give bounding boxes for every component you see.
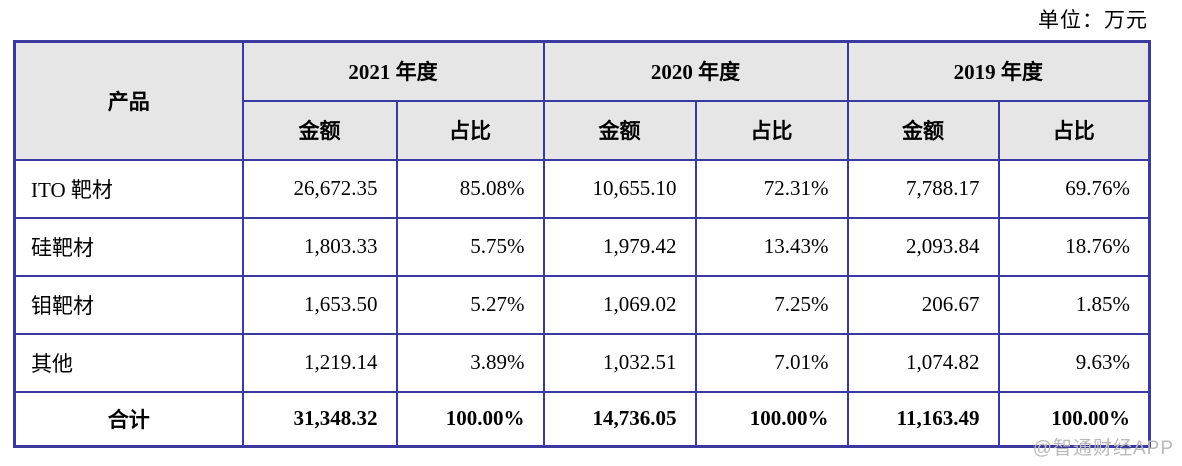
ratio-header-2020: 占比 bbox=[694, 99, 849, 161]
amount-2020: 10,655.10 bbox=[542, 158, 697, 219]
table-row-others: 其他 1,219.14 3.89% 1,032.51 7.01% 1,074.8… bbox=[13, 332, 1151, 393]
ratio-2021: 3.89% bbox=[395, 332, 545, 393]
product-name: ITO 靶材 bbox=[13, 158, 244, 219]
product-column-header: 产品 bbox=[13, 40, 244, 161]
ratio-2021: 5.27% bbox=[395, 274, 545, 335]
year-header-2019: 2019 年度 bbox=[846, 40, 1151, 102]
total-ratio-2021: 100.00% bbox=[395, 390, 545, 448]
unit-label: 单位：万元 bbox=[1038, 8, 1148, 32]
amount-2021: 1,803.33 bbox=[241, 216, 398, 277]
amount-2019: 2,093.84 bbox=[846, 216, 1000, 277]
amount-2021: 1,653.50 bbox=[241, 274, 398, 335]
amount-header-2020: 金额 bbox=[542, 99, 697, 161]
year-header-2021: 2021 年度 bbox=[241, 40, 545, 102]
ratio-header-2021: 占比 bbox=[395, 99, 545, 161]
table-row-ito: ITO 靶材 26,672.35 85.08% 10,655.10 72.31%… bbox=[13, 158, 1151, 219]
table-row-molybdenum: 钼靶材 1,653.50 5.27% 1,069.02 7.25% 206.67… bbox=[13, 274, 1151, 335]
ratio-header-2019: 占比 bbox=[997, 99, 1151, 161]
product-name: 硅靶材 bbox=[13, 216, 244, 277]
product-name: 其他 bbox=[13, 332, 244, 393]
total-amount-2019: 11,163.49 bbox=[846, 390, 1000, 448]
header-row-subcolumns: 金额 占比 金额 占比 金额 占比 bbox=[15, 99, 1151, 161]
table-row-total: 合计 31,348.32 100.00% 14,736.05 100.00% 1… bbox=[13, 390, 1151, 448]
ratio-2020: 7.01% bbox=[694, 332, 849, 393]
amount-2019: 7,788.17 bbox=[846, 158, 1000, 219]
amount-2019: 1,074.82 bbox=[846, 332, 1000, 393]
amount-2020: 1,032.51 bbox=[542, 332, 697, 393]
ratio-2021: 85.08% bbox=[395, 158, 545, 219]
amount-2019: 206.67 bbox=[846, 274, 1000, 335]
watermark-label: @智通财经APP bbox=[1032, 438, 1174, 459]
ratio-2019: 9.63% bbox=[997, 332, 1151, 393]
total-amount-2021: 31,348.32 bbox=[241, 390, 398, 448]
amount-2021: 26,672.35 bbox=[241, 158, 398, 219]
table-row-silicon: 硅靶材 1,803.33 5.75% 1,979.42 13.43% 2,093… bbox=[13, 216, 1151, 277]
ratio-2019: 69.76% bbox=[997, 158, 1151, 219]
product-name: 钼靶材 bbox=[13, 274, 244, 335]
amount-2020: 1,069.02 bbox=[542, 274, 697, 335]
total-ratio-2020: 100.00% bbox=[694, 390, 849, 448]
ratio-2021: 5.75% bbox=[395, 216, 545, 277]
ratio-2020: 7.25% bbox=[694, 274, 849, 335]
total-amount-2020: 14,736.05 bbox=[542, 390, 697, 448]
ratio-2020: 13.43% bbox=[694, 216, 849, 277]
ratio-2020: 72.31% bbox=[694, 158, 849, 219]
ratio-2019: 18.76% bbox=[997, 216, 1151, 277]
revenue-by-product-table: 产品 2021 年度 2020 年度 2019 年度 金额 占比 金额 占比 金… bbox=[13, 40, 1151, 448]
total-label: 合计 bbox=[13, 390, 244, 448]
total-ratio-2019: 100.00% bbox=[997, 390, 1151, 448]
header-row-years: 产品 2021 年度 2020 年度 2019 年度 bbox=[13, 40, 1151, 161]
amount-header-2021: 金额 bbox=[241, 99, 398, 161]
amount-2021: 1,219.14 bbox=[241, 332, 398, 393]
amount-2020: 1,979.42 bbox=[542, 216, 697, 277]
amount-header-2019: 金额 bbox=[846, 99, 1000, 161]
year-header-2020: 2020 年度 bbox=[542, 40, 849, 102]
ratio-2019: 1.85% bbox=[997, 274, 1151, 335]
